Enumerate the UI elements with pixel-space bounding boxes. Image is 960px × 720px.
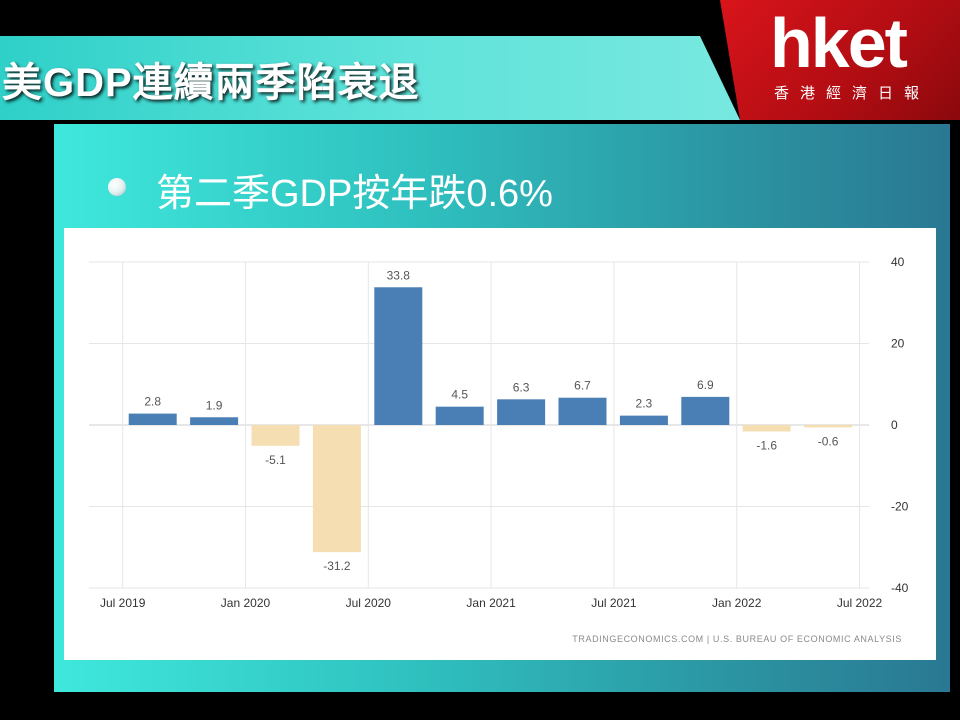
bar — [497, 399, 546, 425]
y-tick-label: -40 — [891, 581, 909, 595]
y-tick-label: 40 — [891, 255, 905, 269]
x-tick-label: Jul 2022 — [837, 596, 883, 610]
bar — [804, 425, 853, 428]
gdp-bar-chart: 40 20 0 -20 -40 Jul 2019 Jan 2020 Jul 2020 Jan 2… — [89, 255, 909, 610]
bar — [681, 396, 730, 425]
bar — [558, 397, 607, 425]
label-layer: 40 20 0 -20 -40 Jul 2019 Jan 2020 Jul 2020 Jan 2… — [100, 255, 909, 610]
bar — [374, 287, 423, 425]
bar — [435, 406, 484, 425]
bar — [128, 413, 177, 425]
data-label: 6.9 — [697, 378, 714, 392]
hket-logo — [720, 0, 960, 120]
logo-text: hket — [770, 4, 908, 82]
data-label: 2.8 — [144, 395, 161, 409]
data-label: 2.3 — [636, 397, 653, 411]
title-banner — [0, 36, 740, 120]
bar — [619, 415, 668, 425]
x-tick-label: Jan 2020 — [221, 596, 271, 610]
y-tick-label: -20 — [891, 500, 909, 514]
bullet-subtitle: 第二季GDP按年跌0.6% — [156, 173, 553, 215]
x-tick-label: Jul 2021 — [591, 596, 637, 610]
data-label: 4.5 — [451, 388, 468, 402]
data-label: 6.7 — [574, 379, 591, 393]
page-title: 美GDP連續兩季陷衰退 — [2, 61, 420, 105]
y-tick-label: 20 — [891, 337, 905, 351]
data-label: 1.9 — [206, 398, 223, 412]
bar — [312, 425, 361, 553]
data-label: -1.6 — [756, 439, 777, 453]
bullet-icon — [108, 178, 126, 196]
x-tick-label: Jan 2022 — [712, 596, 762, 610]
bar — [251, 425, 300, 446]
logo-subtext: 香港經濟日報 — [774, 85, 931, 102]
bar — [742, 425, 791, 432]
bar — [190, 417, 239, 425]
x-tick-label: Jul 2019 — [100, 596, 146, 610]
bar-layer — [128, 287, 853, 553]
data-label: -0.6 — [818, 434, 839, 448]
x-tick-label: Jul 2020 — [346, 596, 392, 610]
y-tick-label: 0 — [891, 418, 898, 432]
source-note: TRADINGECONOMICS.COM | U.S. BUREAU OF EC… — [572, 634, 902, 644]
data-label: -5.1 — [265, 453, 286, 467]
data-label: 33.8 — [387, 268, 411, 282]
x-tick-label: Jan 2021 — [466, 596, 516, 610]
data-label: -31.2 — [323, 559, 351, 573]
data-label: 6.3 — [513, 380, 530, 394]
chart-container: 40 20 0 -20 -40 Jul 2019 Jan 2020 Jul 2020 Jan 2… — [64, 228, 936, 660]
